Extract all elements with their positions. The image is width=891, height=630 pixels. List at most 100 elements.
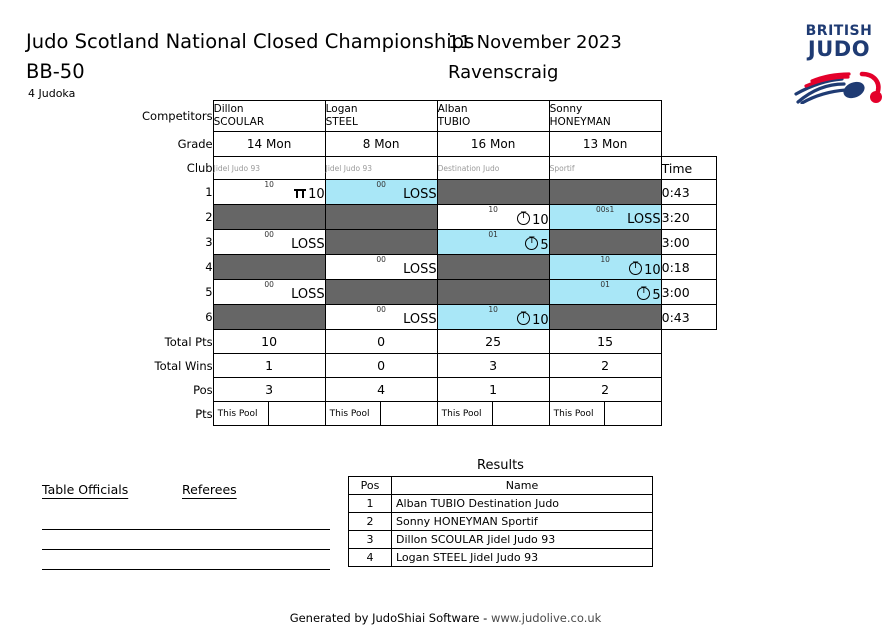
pool-table-container: Competitors Dillon SCOULAR Logan STEEL Alban T… — [142, 100, 717, 426]
match-cell-r3-c2[interactable] — [324, 229, 438, 255]
category-title: BB-50 — [26, 60, 85, 83]
pts-extra-value-4[interactable] — [605, 402, 661, 425]
pts-cell-2[interactable]: This Pool — [324, 401, 438, 426]
pool-match-row: 400LOSS10100:18 — [142, 254, 717, 280]
match-cell-r6-c1[interactable] — [212, 304, 326, 330]
match-cell-r2-c2[interactable] — [324, 204, 438, 230]
signature-line[interactable] — [42, 510, 190, 530]
pool-table: Competitors Dillon SCOULAR Logan STEEL Alban T… — [142, 100, 717, 426]
match-cell-r3-c3[interactable]: 015 — [436, 229, 550, 255]
signature-line[interactable] — [42, 530, 190, 550]
competitor-grade-1: 14 Mon — [212, 131, 326, 157]
match-cell-r3-c1[interactable]: 00 LOSS — [212, 229, 326, 255]
row-label-total-wins: Total Wins — [154, 358, 213, 373]
match-score-code: 00 — [264, 280, 274, 289]
match-cell-r6-c4[interactable] — [548, 304, 662, 330]
total-wins-value-4: 2 — [548, 353, 662, 378]
match-cell-r6-c2[interactable]: 00 LOSS — [324, 304, 438, 330]
pts-this-pool-label-1: This Pool — [214, 402, 270, 425]
event-venue: Ravenscraig — [448, 62, 559, 83]
pool-row-competitors: Competitors Dillon SCOULAR Logan STEEL Alban T… — [142, 100, 716, 132]
match-cell-r5-c1[interactable]: 00 LOSS — [212, 279, 326, 305]
competitor-club-4: Sportif — [548, 156, 662, 180]
competitor-last-name: HONEYMAN — [549, 116, 611, 128]
match-time-6: 0:43 — [660, 304, 717, 330]
pts-extra-value-2[interactable] — [381, 402, 437, 425]
judoka-count: 4 Judoka — [28, 87, 76, 100]
competitor-header-2[interactable]: Logan STEEL — [324, 100, 438, 132]
signature-line[interactable] — [182, 510, 330, 530]
row-label-grade: Grade — [177, 137, 213, 151]
pts-extra-value-1[interactable] — [269, 402, 325, 425]
footer-text: Generated by JudoShiai Software - — [289, 611, 491, 625]
total-wins-value-2: 0 — [324, 353, 438, 378]
pts-extra-value-3[interactable] — [493, 402, 549, 425]
match-score-code: 01 — [488, 230, 498, 239]
competitor-header-3[interactable]: Alban TUBIO — [436, 100, 550, 132]
competitor-header-1[interactable]: Dillon SCOULAR — [212, 100, 326, 132]
spacer — [661, 378, 716, 402]
pool-match-row: 1 10 10 00 LOSS 0:43 — [142, 179, 717, 205]
pts-cell-4[interactable]: This Pool — [548, 401, 662, 426]
row-label-pos: Pos — [193, 382, 213, 397]
match-cell-r5-c4[interactable]: 015 — [548, 279, 662, 305]
logo-text-british: BRITISH — [805, 23, 873, 39]
competitor-header-4[interactable]: Sonny HONEYMAN — [548, 100, 662, 132]
match-result-value: 5 — [438, 236, 549, 253]
ippon-icon — [629, 261, 643, 275]
match-cell-r1-c2[interactable]: 00 LOSS — [324, 179, 438, 205]
match-cell-r3-c4[interactable] — [548, 229, 662, 255]
match-score-code: 10 — [488, 305, 498, 314]
signature-line[interactable] — [182, 530, 330, 550]
match-time-2: 3:20 — [660, 204, 717, 230]
total-wins-value-3: 3 — [436, 353, 550, 378]
signature-line[interactable] — [42, 550, 190, 570]
competitor-last-name: STEEL — [325, 116, 358, 128]
pts-cell-3[interactable]: This Pool — [436, 401, 550, 426]
match-cell-r4-c2[interactable]: 00 LOSS — [324, 254, 438, 280]
time-column-header: Time — [660, 156, 717, 180]
total-pts-value-3: 25 — [436, 329, 550, 354]
result-name: Sonny HONEYMAN Sportif — [391, 512, 653, 531]
match-result-value: 5 — [550, 286, 661, 303]
total-wins-value-1: 1 — [212, 353, 326, 378]
pos-value-1: 3 — [212, 377, 326, 402]
match-result-value: LOSS — [403, 187, 437, 202]
row-label-competitors: Competitors — [142, 109, 213, 123]
match-cell-r1-c3[interactable] — [436, 179, 550, 205]
match-cell-r5-c2[interactable] — [324, 279, 438, 305]
match-cell-r5-c3[interactable] — [436, 279, 550, 305]
match-cell-r4-c3[interactable] — [436, 254, 550, 280]
british-judo-logo: BRITISH JUDO — [792, 22, 886, 105]
competitor-club-2: Jidel Judo 93 — [324, 156, 438, 180]
match-result-value: LOSS — [291, 287, 325, 302]
referees-lines — [182, 510, 332, 570]
match-result-value: LOSS — [403, 312, 437, 327]
pts-cell-1[interactable]: This Pool — [212, 401, 326, 426]
match-cell-r4-c1[interactable] — [212, 254, 326, 280]
results-section: Results Pos Name 1 Alban TUBIO Destinatio… — [348, 458, 653, 567]
match-cell-r1-c4[interactable] — [548, 179, 662, 205]
competitor-grade-2: 8 Mon — [324, 131, 438, 157]
pool-row-club: Club Jidel Judo 93 Jidel Judo 93 Destinatio… — [142, 156, 717, 180]
match-number-3: 3 — [205, 235, 213, 249]
match-cell-r2-c1[interactable] — [212, 204, 326, 230]
competitor-grade-3: 16 Mon — [436, 131, 550, 157]
match-cell-r1-c1[interactable]: 10 10 — [212, 179, 326, 205]
footer-url[interactable]: www.judolive.co.uk — [490, 611, 602, 625]
pool-row-total-pts: Total Pts 10 0 25 15 — [142, 329, 716, 354]
table-officials-label: Table Officials — [42, 482, 129, 497]
match-cell-r2-c4[interactable]: 00s1 LOSS — [548, 204, 662, 230]
signature-line[interactable] — [182, 550, 330, 570]
match-score-code: 00 — [376, 180, 386, 189]
result-name: Alban TUBIO Destination Judo — [391, 494, 653, 513]
competitor-club-1: Jidel Judo 93 — [212, 156, 326, 180]
match-score-code: 00s1 — [596, 205, 615, 214]
spacer — [661, 132, 716, 157]
total-pts-value-2: 0 — [324, 329, 438, 354]
pts-this-pool-label-2: This Pool — [326, 402, 382, 425]
